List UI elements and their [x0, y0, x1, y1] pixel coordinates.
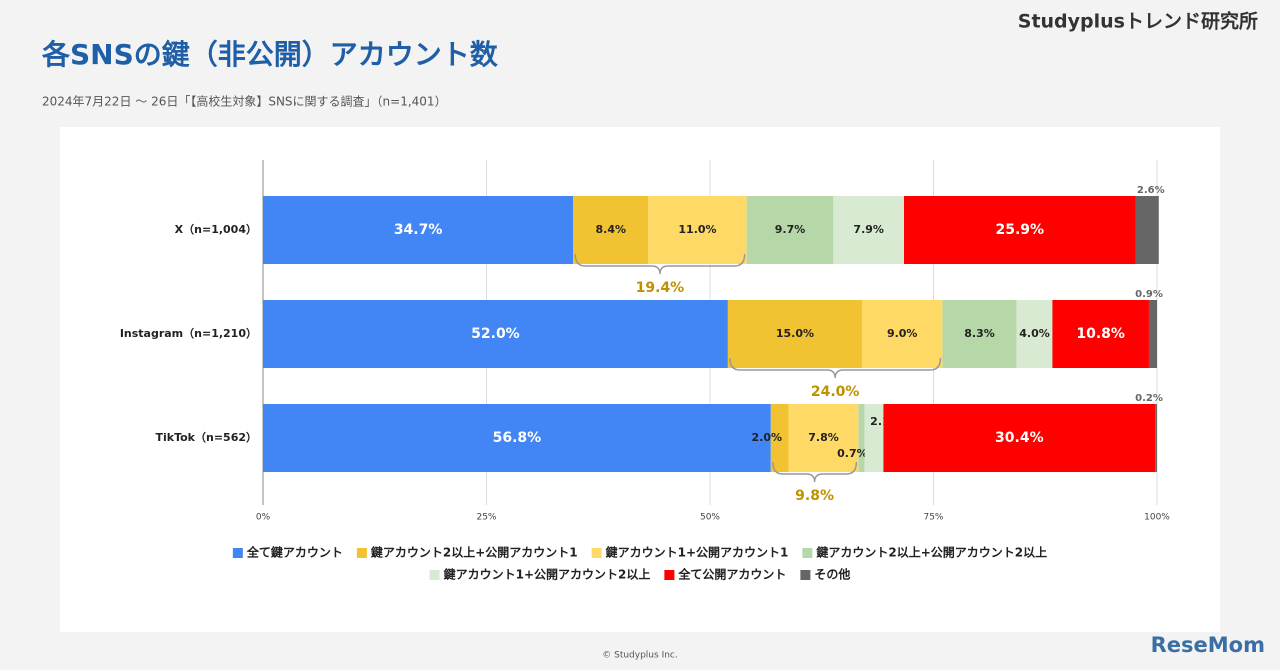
data-label: 25.9%	[995, 222, 1044, 238]
legend-swatch	[802, 548, 813, 558]
legend-label: 全て公開アカウント	[677, 567, 786, 582]
x-tick-label: 75%	[923, 513, 943, 523]
legend-label: 鍵アカウント1+公開アカウント1	[606, 545, 789, 560]
bar-segment	[1052, 300, 1149, 368]
footer: © Studyplus Inc.	[602, 651, 677, 661]
bar-segment	[883, 404, 1156, 472]
bar-segment	[263, 300, 728, 368]
bracket	[772, 461, 858, 483]
data-label: 30.4%	[995, 430, 1044, 446]
bracket-label: 24.0%	[811, 384, 860, 400]
bar-segment	[942, 300, 1017, 368]
y-tick-label: X（n=1,004）	[175, 223, 257, 236]
legend-swatch	[591, 548, 602, 558]
bar-segment	[788, 404, 859, 472]
bar-segment	[263, 196, 574, 264]
legend-swatch	[800, 570, 811, 580]
x-tick-label: 0%	[256, 513, 271, 523]
data-label: 9.0%	[887, 327, 918, 340]
data-label: 15.0%	[776, 327, 814, 340]
y-tick-label: TikTok（n=562）	[155, 431, 257, 444]
bar-segment	[833, 196, 904, 264]
bracket	[574, 253, 746, 275]
legend-label: 鍵アカウント2以上+公開アカウント1	[371, 545, 578, 560]
data-label: 7.9%	[853, 223, 884, 236]
bar-segment	[1135, 196, 1159, 264]
bracket-label: 9.8%	[795, 488, 834, 504]
data-label: 9.7%	[775, 223, 806, 236]
bar-segment	[263, 404, 771, 472]
legend-swatch	[664, 570, 675, 580]
data-label: 2.6%	[1137, 185, 1165, 196]
data-label: 52.0%	[471, 326, 520, 342]
bar-segment	[858, 404, 865, 472]
data-label: 34.7%	[394, 222, 443, 238]
bar-segment	[864, 404, 884, 472]
bar-segment	[1148, 300, 1157, 368]
legend-label: 鍵アカウント2以上+公開アカウント2以上	[816, 545, 1047, 560]
bar-segment	[746, 196, 834, 264]
bar-segment	[1016, 300, 1053, 368]
data-label: 4.0%	[1019, 327, 1050, 340]
bar-segment	[1155, 404, 1157, 472]
data-label: 2.0%	[752, 431, 783, 444]
data-label: 11.0%	[678, 223, 716, 236]
legend-label: その他	[814, 567, 850, 582]
data-label: 0.2%	[1135, 393, 1163, 404]
x-tick-label: 50%	[700, 513, 720, 523]
legend-swatch	[232, 548, 243, 558]
bar-segment	[903, 196, 1136, 264]
data-label: 0.7%	[837, 447, 868, 460]
legend-label: 鍵アカウント1+公開アカウント2以上	[444, 567, 651, 582]
data-label: 7.8%	[808, 431, 839, 444]
x-tick-label: 100%	[1144, 513, 1170, 523]
chart-subtitle: 2024年7月22日 〜 26日「【高校生対象】SNSに関する調査」（n=1,4…	[42, 94, 447, 109]
bracket-label: 19.4%	[636, 280, 685, 296]
legend-label: 全て鍵アカウント	[246, 545, 343, 560]
legend-swatch	[356, 548, 367, 558]
bar-segment	[573, 196, 649, 264]
data-label: 0.9%	[1135, 289, 1163, 300]
bar-segment	[861, 300, 943, 368]
data-label: 8.4%	[596, 223, 627, 236]
chart-title: 各SNSの鍵（非公開）アカウント数	[41, 38, 499, 71]
brand: Studyplusトレンド研究所	[1018, 10, 1258, 33]
bar-segment	[770, 404, 789, 472]
x-tick-label: 25%	[476, 513, 496, 523]
data-label: 56.8%	[493, 430, 542, 446]
data-label: 8.3%	[964, 327, 995, 340]
legend-swatch	[429, 570, 440, 580]
bracket	[729, 357, 942, 379]
bar-segment	[648, 196, 747, 264]
watermark: ReseMom	[1151, 633, 1265, 657]
bar-segment	[727, 300, 862, 368]
data-label: 10.8%	[1076, 326, 1125, 342]
y-tick-label: Instagram（n=1,210）	[120, 327, 257, 340]
